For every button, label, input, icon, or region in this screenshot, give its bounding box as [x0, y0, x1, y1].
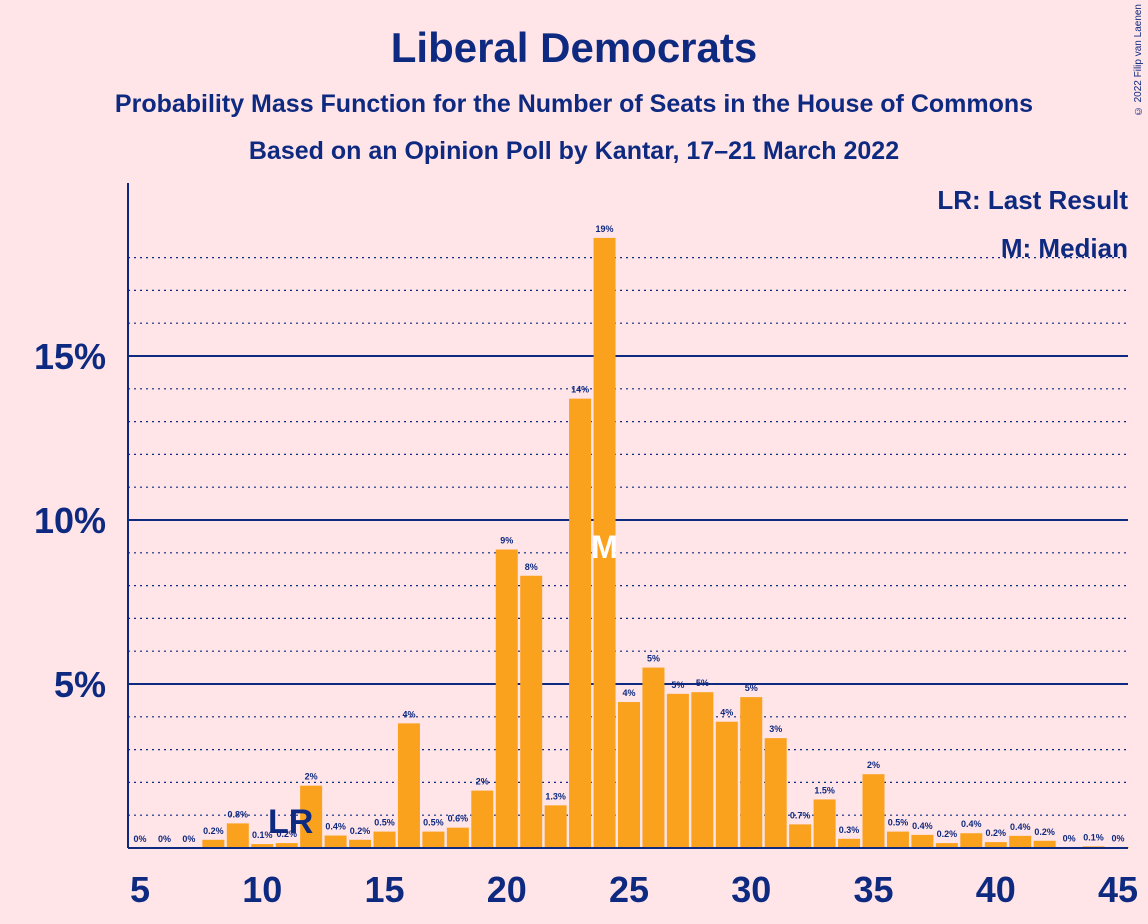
bar-seat-10: [251, 844, 274, 848]
bar-seat-13: [324, 835, 347, 848]
chart-subtitle-poll: Based on an Opinion Poll by Kantar, 17–2…: [248, 137, 900, 165]
bar-seat-19: [471, 790, 494, 848]
x-tick-label: 35: [853, 869, 893, 910]
bar-value-label: 5%: [745, 683, 758, 693]
x-tick-label: 30: [731, 869, 771, 910]
bar-value-label: 2%: [476, 777, 489, 787]
bar-value-label: 0.4%: [325, 822, 346, 832]
bar-value-label: 2%: [867, 760, 880, 770]
bar-value-label: 0.4%: [912, 821, 933, 831]
bar-seat-34: [838, 838, 861, 848]
bar-seat-11: [275, 843, 298, 848]
bar-seat-22: [544, 805, 567, 848]
bar-value-label: 0.4%: [961, 819, 982, 829]
bar-seat-18: [446, 827, 469, 848]
bar-value-label: 5%: [647, 654, 660, 664]
bar-seat-42: [1033, 840, 1056, 848]
bar-value-label: 4%: [622, 688, 635, 698]
bar-seat-28: [691, 692, 714, 848]
bar-seat-33: [813, 799, 836, 848]
bar-value-label: 0.2%: [985, 828, 1006, 838]
x-tick-label: 25: [609, 869, 649, 910]
bar-value-label: 0.2%: [276, 829, 297, 839]
bar-value-label: 0.2%: [203, 826, 224, 836]
bar-seat-31: [764, 738, 787, 848]
bar-seat-24: [593, 237, 616, 849]
last-result-marker: LR: [268, 803, 313, 841]
bar-value-label: 5%: [671, 680, 684, 690]
bar-seat-9: [226, 823, 249, 848]
bar-seat-21: [520, 575, 543, 848]
bar-value-label: 5%: [696, 678, 709, 688]
bar-value-label: 0.5%: [374, 818, 395, 828]
bar-seat-15: [373, 831, 396, 848]
bar-seat-17: [422, 831, 445, 848]
bar-value-label: 0.7%: [790, 810, 811, 820]
bar-value-label: 0.2%: [937, 829, 958, 839]
bar-value-label: 0.6%: [448, 814, 469, 824]
x-tick-label: 10: [242, 869, 282, 910]
bar-seat-37: [911, 834, 934, 848]
bar-seat-32: [789, 824, 812, 848]
bar-value-label: 9%: [500, 536, 513, 546]
bar-value-label: 4%: [720, 708, 733, 718]
bar-seat-40: [984, 842, 1007, 848]
bar-value-label: 0%: [182, 834, 195, 844]
bar-seat-30: [740, 697, 763, 848]
bar-value-label: 19%: [596, 224, 614, 234]
bar-value-label: 0%: [1111, 833, 1124, 843]
bar-value-label: 0.3%: [839, 825, 860, 835]
bar-value-label: 0%: [133, 834, 146, 844]
bar-seat-8: [202, 839, 225, 848]
bar-value-label: 0.2%: [350, 826, 371, 836]
bar-seat-41: [1009, 835, 1032, 848]
bar-value-label: 1.3%: [545, 791, 566, 801]
x-tick-label: 15: [364, 869, 404, 910]
bar-seat-38: [935, 843, 958, 848]
bar-value-label: 2%: [305, 772, 318, 782]
bar-seat-39: [960, 833, 983, 848]
bar-value-label: 4%: [402, 709, 415, 719]
bar-seat-16: [397, 723, 420, 848]
bar-seat-12: [300, 785, 323, 848]
bar-seat-25: [618, 702, 640, 848]
bar-seat-29: [715, 721, 738, 848]
x-tick-label: 20: [487, 869, 527, 910]
x-tick-label: 5: [130, 869, 150, 910]
bar-value-label: 14%: [571, 385, 589, 395]
bar-value-label: 1.5%: [814, 785, 835, 795]
median-marker: M: [591, 529, 618, 565]
y-tick-label: 10%: [34, 500, 106, 541]
bar-seat-20: [495, 549, 518, 848]
y-tick-label: 15%: [34, 336, 106, 377]
bar-value-label: 0.1%: [252, 830, 273, 840]
bar-seat-26: [642, 667, 665, 848]
bar-seat-23: [569, 398, 592, 848]
bar-value-label: 0.5%: [888, 818, 909, 828]
bar-value-label: 0%: [158, 834, 171, 844]
chart-subtitle: Probability Mass Function for the Number…: [114, 90, 1034, 118]
x-tick-label: 45: [1098, 869, 1138, 910]
bar-value-label: 3%: [769, 724, 782, 734]
x-tick-label: 40: [976, 869, 1016, 910]
chart-title: Liberal Democrats: [390, 24, 758, 71]
bar-value-label: 0.5%: [423, 818, 444, 828]
bar-value-label: 0%: [1063, 833, 1076, 843]
y-tick-label: 5%: [54, 664, 106, 705]
bar-seat-14: [349, 839, 372, 848]
bar-value-label: 0.4%: [1010, 822, 1031, 832]
bar-value-label: 0.1%: [1083, 832, 1104, 842]
bar-value-label: 0.2%: [1034, 827, 1055, 837]
bar-seat-36: [886, 831, 909, 848]
bar-value-label: 0.8%: [228, 809, 249, 819]
bar-seat-35: [862, 774, 885, 848]
legend-median: M: Median: [1000, 233, 1128, 263]
legend-last-result: LR: Last Result: [937, 185, 1128, 215]
bar-value-label: 8%: [525, 562, 538, 572]
bar-seat-27: [666, 693, 689, 848]
